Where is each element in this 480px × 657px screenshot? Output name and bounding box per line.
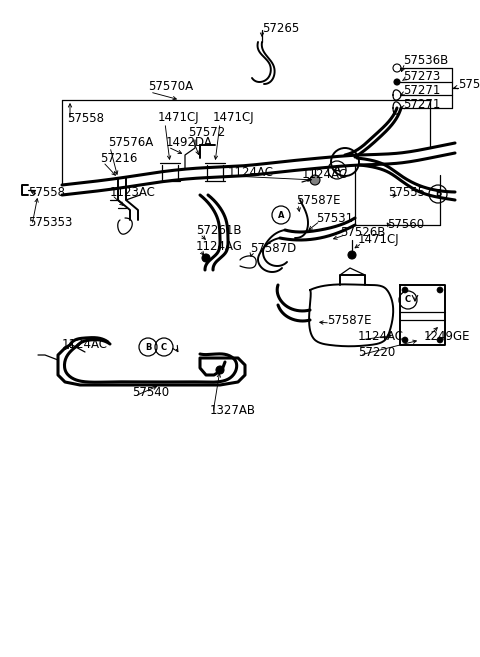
Text: 1492DA: 1492DA [166,135,213,148]
Text: 1124AC: 1124AC [358,330,404,342]
Text: 1124AC: 1124AC [302,168,348,181]
Text: 57570A: 57570A [148,79,193,93]
Circle shape [202,254,210,262]
Text: 57587E: 57587E [327,313,372,327]
Text: 1123AC: 1123AC [110,185,156,198]
Text: 57531: 57531 [316,212,353,225]
Circle shape [348,251,356,259]
Text: 57271: 57271 [403,83,440,97]
Circle shape [437,287,443,293]
Text: C: C [161,342,167,351]
Circle shape [437,337,443,343]
Circle shape [216,366,224,374]
Text: 57555: 57555 [388,185,425,198]
Text: 57220: 57220 [358,346,395,359]
Text: 57261B: 57261B [196,223,241,237]
Text: A: A [278,210,284,219]
Text: B: B [435,189,441,198]
Text: B: B [145,342,151,351]
Circle shape [402,337,408,343]
Text: 57273: 57273 [403,70,440,83]
Text: 57560: 57560 [387,217,424,231]
Text: 57526B: 57526B [340,225,385,238]
Circle shape [394,79,400,85]
Text: 57271: 57271 [403,97,440,110]
Text: 1327AB: 1327AB [210,403,256,417]
Text: 1471CJ: 1471CJ [358,233,400,246]
Text: 57540: 57540 [132,386,169,399]
Text: 1249GE: 1249GE [424,330,470,342]
Text: 1124AC: 1124AC [228,166,274,179]
Text: 57558: 57558 [67,112,104,124]
Text: 57572: 57572 [188,125,225,139]
Text: 1124AG: 1124AG [196,240,243,252]
Text: 57558: 57558 [28,185,65,198]
Text: C: C [405,296,411,304]
Text: 57536B: 57536B [403,53,448,66]
Circle shape [402,287,408,293]
Text: 57576A: 57576A [108,135,153,148]
Text: A: A [334,166,340,175]
Text: 575353: 575353 [28,215,72,229]
Text: 57265: 57265 [262,22,299,35]
Text: 1471CJ: 1471CJ [158,112,200,124]
Text: 57510: 57510 [458,78,480,91]
Text: 1124AC: 1124AC [62,338,108,351]
Text: 57587E: 57587E [296,194,340,206]
Text: 57587D: 57587D [250,242,296,254]
Circle shape [310,175,320,185]
Text: 57216: 57216 [100,152,137,164]
Text: 1471CJ: 1471CJ [213,112,254,124]
